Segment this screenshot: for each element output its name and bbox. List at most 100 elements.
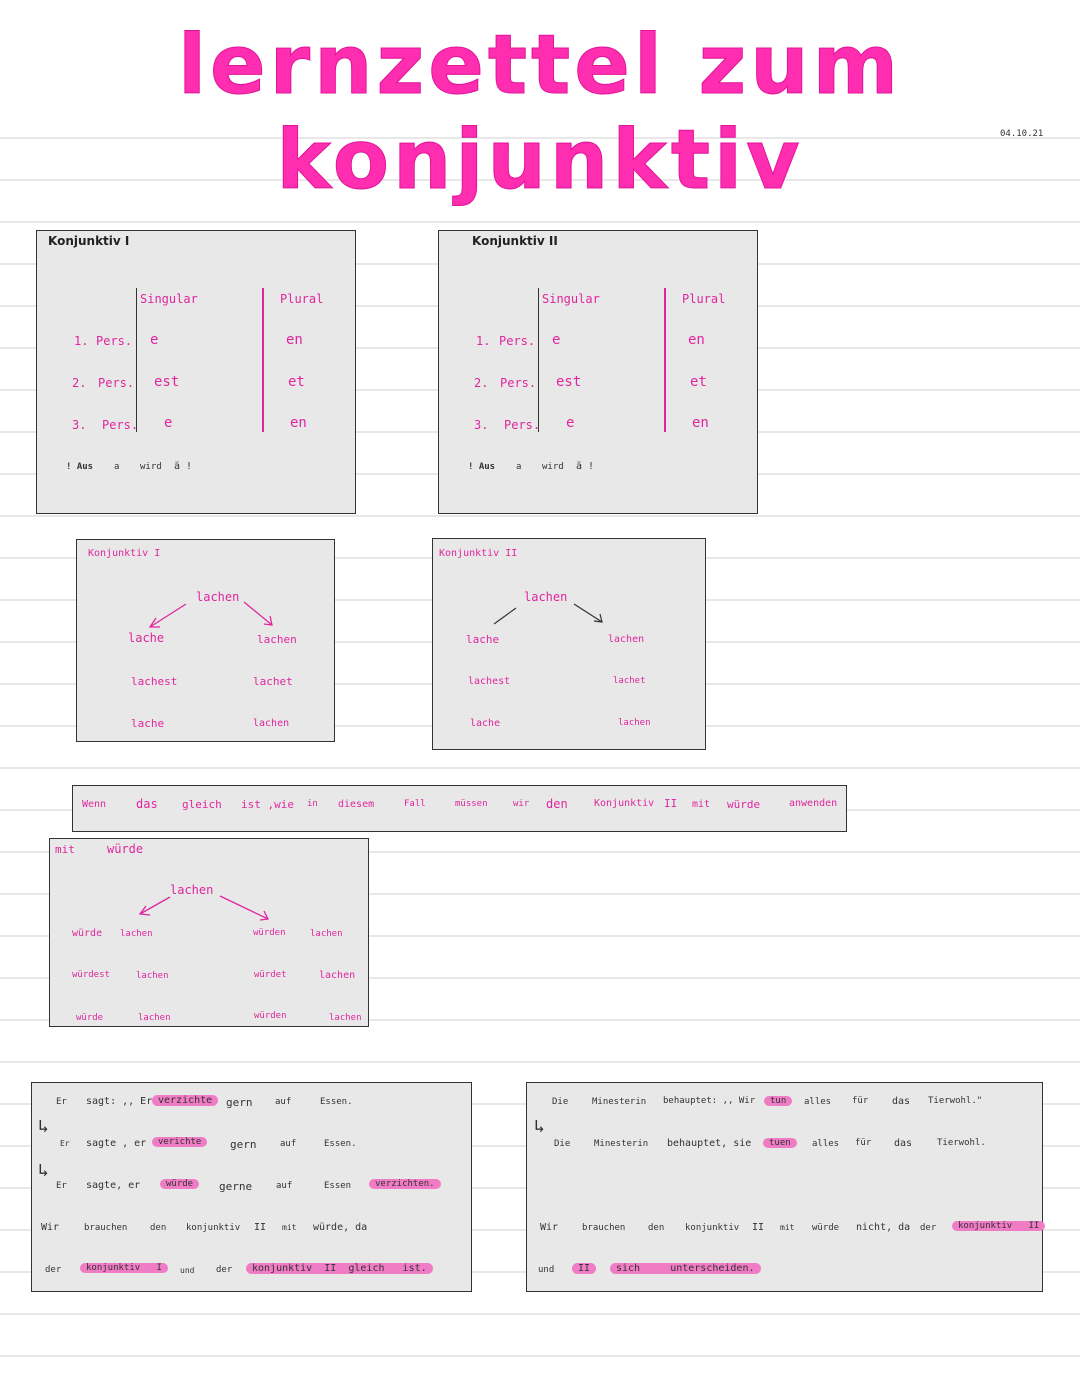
konj2-left-divider [538,288,539,432]
exl-l5-der: der [45,1265,62,1275]
konj1-row2-pl: et [288,374,305,390]
rule-word-9: wir [513,799,530,809]
exl-l2-auf: auf [280,1139,297,1149]
konj2-middle-divider [664,288,666,432]
exr-l1-alles: alles [804,1097,832,1107]
exr-l2-das: das [894,1138,913,1149]
konj2-pl-1: lachen [608,634,645,645]
exr-l4-nicht: nicht, da [856,1222,911,1233]
konj2-note-ae: ä ! [576,461,595,472]
konj1-note-a: a [114,462,120,472]
konj2-row3-pl: en [692,415,709,431]
rule-word-11: Konjunktiv [594,798,655,809]
konj2-singular-header: Singular [542,292,600,306]
exl-l5-konjunktiv: konjunktiv [86,1263,141,1273]
konj2-row1-pl: en [688,332,705,348]
exl-l3-sagte: sagte, er [86,1180,141,1191]
konj1-row1-sg: e [150,332,159,348]
rule-word-3: gleich [182,798,222,811]
exl-l4-brauchen: brauchen [84,1223,128,1233]
exl-l4-wir: Wir [41,1222,60,1233]
konj1-row1-pers: Pers. [96,334,133,348]
exr-l4-ii2: II [1028,1221,1040,1231]
konj1-singular-header: Singular [140,292,198,306]
konj1-sg-2: lachest [131,675,178,688]
wuerde-pl-2-verb: lachen [319,970,356,981]
exl-l4-wuerde: würde, da [313,1222,368,1233]
exr-l4-wir: Wir [540,1222,559,1233]
exl-l3-essen: Essen [324,1181,352,1191]
exr-l1-tun: tun [764,1096,793,1106]
konj1-row3-num: 3. [72,418,87,432]
exl-l5-konjunktiv2: konjunktiv [252,1263,313,1274]
rule-word-8: müssen [455,799,488,809]
wuerde-sg-3-verb: lachen [138,1013,171,1023]
konj1-row3-sg: e [164,415,173,431]
wuerde-pl-1-aux: würden [253,928,286,938]
wuerde-sg-1-aux: würde [72,928,103,939]
konj1-left-divider [136,288,137,432]
konj2-sg-1: lache [466,633,500,646]
konj2-row3-num: 3. [474,418,489,432]
konj2-example-verb: lachen [524,590,568,604]
konj2-row3-sg: e [566,415,575,431]
exr-l1-fuer: für [852,1096,869,1106]
rule-word-6: diesem [338,799,375,810]
exl-l2-er: Er [60,1139,70,1148]
exl-l1-auf: auf [275,1097,292,1107]
exr-l2-alles: alles [812,1139,840,1149]
rule-word-10: den [546,797,568,811]
exl-l5-konjunktiv-i: konjunktiv I [80,1263,168,1273]
wuerde-label-wuerde: würde [107,842,144,856]
konj1-table-heading: Konjunktiv I [48,234,130,248]
wuerde-example-verb: lachen [170,883,214,897]
example-left-box [31,1082,472,1292]
exr-l2-behauptet: behauptet, sie [667,1138,752,1149]
exr-l1-die: Die [552,1097,569,1107]
exr-l4-ii: II [752,1222,765,1233]
konj2-row2-num: 2. [474,376,489,390]
exl-l3-auf: auf [276,1181,293,1191]
wuerde-sg-3-aux: würde [76,1013,104,1023]
exl-l4-konjunktiv: konjunktiv [186,1223,241,1233]
page-title: lernzettel zum konjunktiv [177,18,903,209]
exr-l1-das: das [892,1096,911,1107]
exr-l4-konjunktiv2: konjunktiv [958,1221,1013,1231]
exr-l2-tierwohl: Tierwohl. [937,1138,986,1148]
exl-l5-ii: II [324,1263,337,1274]
konj2-plural-header: Plural [682,292,726,306]
exl-l4-mit: mit [282,1223,297,1232]
konj2-table-heading: Konjunktiv II [472,234,558,248]
konj1-sg-1: lache [128,631,165,645]
exr-l4-der: der [920,1223,937,1233]
exl-l1-essen: Essen. [320,1097,353,1107]
konj1-pl-2: lachet [253,675,293,688]
konj2-sg-3: lache [470,718,501,729]
konj1-note-aus: ! Aus [66,462,94,472]
rule-word-12: II [664,797,678,810]
wuerde-pl-3-verb: lachen [329,1013,362,1023]
konj1-example-heading: Konjunktiv I [88,548,161,559]
konj2-row1-num: 1. [476,334,491,348]
konj2-table-box [438,230,758,514]
wuerde-pl-1-verb: lachen [310,929,343,939]
exr-l2-die: Die [554,1139,571,1149]
exl-l1-gern: gern [226,1096,253,1109]
konj2-note-wird: wird [542,462,564,472]
konj2-row1-pers: Pers. [499,334,536,348]
wuerde-arrows [138,895,269,921]
exl-l5-der2: der [216,1265,233,1275]
rule-word-5: in [307,799,318,809]
konj2-pl-2: lachet [613,676,646,686]
konj2-arrows [493,603,603,625]
wuerde-pl-2-aux: würdet [254,970,287,980]
exr-l5-und: und [538,1265,555,1275]
exr-l2-fuer: für [855,1138,872,1148]
exr-l1-minesterin: Minesterin [592,1097,647,1107]
konj1-table-box [36,230,356,514]
konj1-note-ae: ä ! [174,461,193,472]
rule-sentence-box [72,785,847,832]
exr-l2-tuen: tuen [763,1138,797,1148]
konj1-row3-pers: Pers. [102,418,139,432]
exr-l5-unterscheiden: unterscheiden. [670,1263,755,1274]
